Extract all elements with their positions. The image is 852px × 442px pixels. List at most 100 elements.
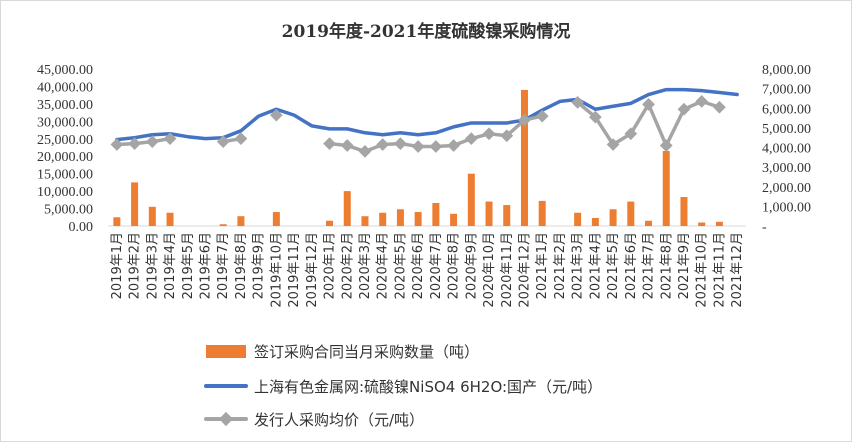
bar-mark [131, 182, 139, 226]
legend-label-purchase: 发行人采购均价（元/吨） [254, 411, 424, 429]
bar-mark [467, 173, 475, 226]
left-tick-label: 0.00 [69, 220, 94, 235]
x-tick-label: 2021年4月 [588, 232, 603, 299]
right-tick-label: 1,000.00 [762, 200, 811, 215]
left-tick-label: 30,000.00 [37, 115, 93, 130]
purchase-price-point [234, 132, 248, 146]
chart-title: 2019年度-2021年度硫酸镍采购情况 [282, 21, 571, 42]
purchase-price-point [358, 145, 372, 158]
legend-entry-market: 上海有色金属网:硫酸镍NiSO4 6H2O:国产（元/吨） [204, 378, 602, 396]
left-tick-label: 20,000.00 [37, 150, 93, 165]
bar-mark [326, 220, 334, 226]
left-tick-label: 45,000.00 [37, 63, 93, 78]
bar-mark [503, 205, 511, 226]
purchase-price-point [110, 138, 124, 151]
x-tick-label: 2019年10月 [269, 232, 284, 308]
x-tick-label: 2020年9月 [464, 232, 479, 299]
legend-swatch-bar [206, 345, 246, 358]
bar-mark [148, 206, 156, 226]
bar-mark [361, 216, 369, 226]
x-tick-label: 2021年3月 [571, 232, 586, 299]
bar-mark [166, 212, 174, 226]
bar-mark [574, 212, 582, 226]
bar-mark [432, 202, 440, 226]
x-tick-label: 2019年2月 [128, 232, 143, 299]
bar-mark [414, 212, 422, 226]
x-tick-label: 2019年5月 [181, 232, 196, 299]
x-tick-label: 2020年3月 [358, 232, 373, 299]
left-tick-label: 25,000.00 [37, 133, 93, 148]
x-tick-label: 2021年1月 [535, 232, 550, 299]
purchase-price-point [340, 139, 354, 152]
purchase-price-point [464, 132, 478, 146]
purchase-price-point [376, 138, 390, 151]
left-tick-label: 10,000.00 [37, 185, 93, 200]
x-tick-label: 2019年11月 [287, 232, 302, 308]
purchase-price-point [216, 135, 230, 148]
right-tick-label: - [762, 220, 767, 235]
bar-mark [645, 220, 653, 226]
x-tick-label: 2021年10月 [695, 232, 710, 308]
x-tick-label: 2019年12月 [305, 232, 320, 308]
legend-entry-purchase: 发行人采购均价（元/吨） [204, 411, 424, 429]
x-tick-label: 2019年7月 [216, 232, 231, 299]
x-tick-label: 2019年1月 [110, 232, 125, 299]
x-tick-label: 2019年4月 [163, 232, 178, 299]
purchase-price-point [411, 140, 425, 153]
x-tick-label: 2019年3月 [145, 232, 160, 299]
purchase-price-point [500, 129, 514, 143]
x-tick-label: 2021年2月 [553, 232, 568, 299]
legend-swatch-purchase-marker [218, 411, 234, 427]
x-tick-label: 2020年2月 [340, 232, 355, 299]
legend: 签订采购合同当月采购数量（吨） 上海有色金属网:硫酸镍NiSO4 6H2O:国产… [204, 343, 602, 429]
x-tick-label: 2020年4月 [376, 232, 391, 299]
bar-mark [715, 221, 723, 226]
x-tick-label: 2021年6月 [624, 232, 639, 299]
bar-mark [219, 224, 227, 226]
bar-mark [272, 212, 280, 226]
bar-mark [396, 209, 404, 226]
bar-mark [609, 209, 617, 226]
market-price-series [115, 87, 739, 142]
x-tick-label: 2021年11月 [712, 232, 727, 308]
bar-mark [591, 217, 599, 226]
purchase-price-point [269, 108, 283, 122]
left-axis: 0.00 5,000.00 10,000.00 15,000.00 20,000.00 2… [37, 63, 93, 235]
bar-mark [485, 201, 493, 226]
purchase-price-point [145, 135, 159, 148]
x-tick-label: 2020年1月 [323, 232, 338, 299]
right-tick-label: 5,000.00 [762, 122, 811, 137]
bar-mark [113, 217, 121, 226]
right-axis: - 1,000.00 2,000.00 3,000.00 4,000.00 5,000.0… [762, 63, 811, 235]
bar-mark [538, 200, 546, 226]
right-tick-label: 7,000.00 [762, 83, 811, 98]
x-tick-label: 2021年8月 [659, 232, 674, 299]
purchase-price-point [163, 132, 177, 146]
right-tick-label: 3,000.00 [762, 161, 811, 176]
purchase-price-point [323, 137, 336, 150]
left-tick-label: 35,000.00 [37, 98, 93, 113]
purchase-price-point [482, 127, 496, 141]
x-tick-label: 2021年7月 [642, 232, 657, 299]
purchase-price-point [429, 140, 443, 153]
x-tick-label: 2020年8月 [447, 232, 462, 299]
bar-mark [237, 216, 245, 226]
right-tick-label: 4,000.00 [762, 142, 811, 157]
bar-mark [450, 213, 458, 226]
legend-entry-bar: 签订采购合同当月采购数量（吨） [206, 343, 479, 361]
x-tick-label: 2019年6月 [198, 232, 213, 299]
bar-mark [520, 89, 528, 226]
x-tick-label: 2021年12月 [730, 232, 745, 308]
x-tick-label: 2019年8月 [234, 232, 249, 299]
left-tick-label: 40,000.00 [37, 80, 93, 95]
right-tick-label: 6,000.00 [762, 102, 811, 117]
legend-label-market: 上海有色金属网:硫酸镍NiSO4 6H2O:国产（元/吨） [254, 378, 602, 396]
purchase-price-line [115, 136, 172, 147]
purchase-price-point [394, 137, 407, 150]
left-tick-label: 5,000.00 [44, 203, 93, 218]
x-tick-label: 2021年9月 [677, 232, 692, 299]
x-tick-label: 2020年11月 [500, 232, 515, 308]
